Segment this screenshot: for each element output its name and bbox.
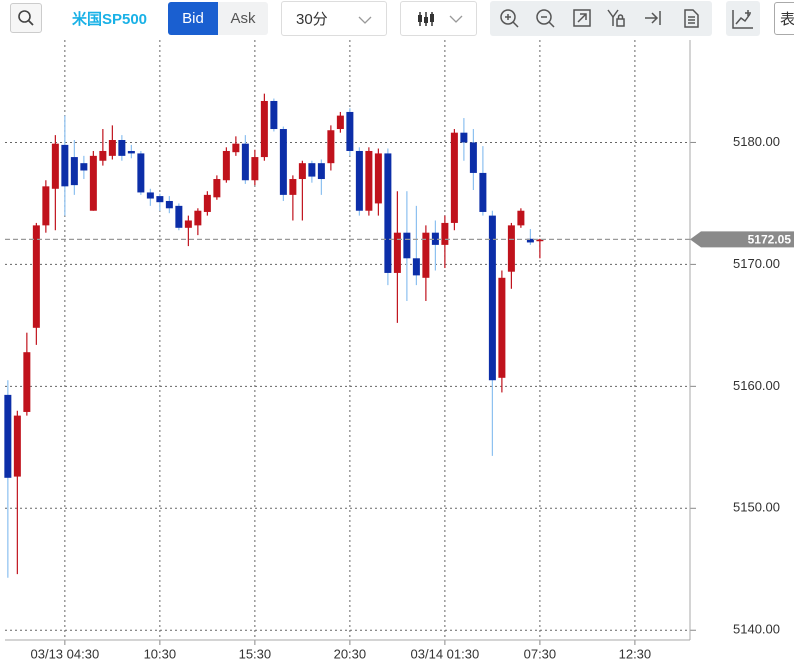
symbol[interactable]: 米国SP500 — [71, 10, 148, 28]
candle-body — [213, 179, 221, 198]
candle-body — [536, 239, 544, 242]
x-tick-label: 10:30 — [144, 646, 177, 661]
scroll-end[interactable] — [645, 11, 661, 25]
x-tick-label: 20:30 — [334, 646, 367, 661]
y-tick-label: 5180.00 — [733, 134, 780, 149]
candle-body — [137, 153, 145, 193]
candle-body — [156, 196, 164, 203]
candle-body — [507, 225, 515, 272]
candle-body — [203, 194, 211, 212]
candle-body — [327, 130, 335, 164]
candle-body — [99, 150, 107, 161]
document[interactable] — [684, 9, 699, 28]
candle-body — [308, 163, 316, 177]
ask-button[interactable]: Ask — [218, 2, 268, 35]
candle-body — [89, 155, 97, 211]
y-tick-label: 5170.00 — [733, 256, 780, 271]
search-icon — [18, 10, 34, 26]
chevron — [358, 16, 372, 24]
last-price-label: 5172.05 — [748, 233, 792, 247]
x-tick-label: 12:30 — [619, 646, 652, 661]
candle-body — [393, 232, 401, 273]
last-price-tag — [690, 231, 794, 248]
zoom-out[interactable] — [536, 9, 555, 28]
x-tick-label: 03/13 04:30 — [31, 646, 100, 661]
candle-icon — [417, 11, 462, 26]
candle-body — [365, 150, 373, 211]
candle-body — [441, 222, 449, 245]
candle-body — [460, 132, 468, 143]
candle-body — [146, 192, 154, 199]
candle-body — [384, 153, 392, 273]
candle-body — [450, 132, 458, 223]
candle-body — [184, 220, 192, 228]
candle-body — [232, 143, 240, 153]
candle-body — [346, 111, 354, 151]
candle-body — [13, 415, 21, 477]
candle-body — [127, 150, 135, 154]
interval-label: 30分 — [296, 11, 328, 28]
candle-body — [469, 142, 477, 173]
candle-body — [165, 200, 173, 209]
candle-body — [289, 179, 297, 195]
candle-body — [23, 352, 31, 412]
candle-body — [51, 143, 59, 189]
candle-body — [118, 140, 126, 156]
candle-body — [251, 157, 259, 181]
candle-body — [241, 143, 249, 181]
candle-body — [222, 150, 230, 181]
candle-body — [403, 232, 411, 259]
y-tick-label: 5150.00 — [733, 500, 780, 515]
candle-body — [336, 115, 344, 130]
bid-button[interactable]: Bid — [168, 2, 218, 35]
candle-body — [260, 100, 268, 158]
candle-body — [175, 205, 183, 228]
lock-scale[interactable] — [607, 9, 625, 27]
candle-body — [194, 210, 202, 226]
candle-body — [61, 144, 69, 187]
candle-body — [32, 225, 40, 328]
candle-body — [80, 163, 88, 171]
candle-body — [374, 153, 382, 204]
candle-body — [412, 258, 420, 276]
search-button[interactable] — [10, 3, 42, 33]
x-tick-label: 03/14 01:30 — [411, 646, 480, 661]
tool-group — [490, 1, 712, 36]
y-tick-label: 5160.00 — [733, 378, 780, 393]
candle-body — [279, 129, 287, 195]
interval-dropdown[interactable]: 30分 — [281, 1, 387, 36]
candle-body — [317, 163, 325, 180]
candle-body — [517, 210, 525, 226]
candle-body — [479, 172, 487, 212]
candle-body — [422, 232, 430, 278]
candle-body — [526, 238, 534, 243]
tool-icons — [500, 9, 699, 28]
candle-body — [108, 140, 116, 156]
fit[interactable] — [573, 9, 591, 27]
x-tick-label: 07:30 — [524, 646, 557, 661]
candle-body — [4, 394, 12, 478]
zoom-in[interactable] — [500, 9, 519, 28]
table-button[interactable]: 表 — [774, 2, 794, 35]
y-tick-label: 5140.00 — [733, 622, 780, 637]
candle-body — [488, 215, 496, 381]
candle-body — [42, 186, 50, 226]
candle-body — [431, 232, 439, 245]
candle-body — [70, 157, 78, 186]
candle-body — [270, 100, 278, 130]
candle-body — [298, 163, 306, 180]
indicator-icon — [732, 9, 753, 29]
x-tick-label: 15:30 — [239, 646, 272, 661]
indicator-button[interactable] — [726, 1, 760, 36]
candle-body — [355, 150, 363, 211]
candle-body — [498, 277, 506, 378]
chart-type-dropdown[interactable] — [400, 1, 477, 36]
